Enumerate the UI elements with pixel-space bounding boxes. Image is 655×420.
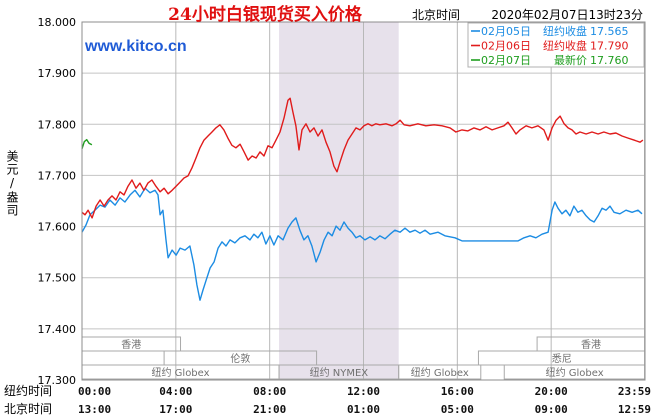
x-tick-label-ny: 16:00: [441, 385, 474, 398]
y-axis-ticks: 18.000 17.900 17.800 17.700 17.600 17.500 17.4…: [38, 16, 77, 387]
x-axis-ticks: 00:00 13:00 04:00 17:00 08:00 21:00 12:00 01:00…: [4, 383, 651, 416]
legend-value: 17.565: [590, 25, 629, 38]
legend-date: 02月06日: [481, 40, 531, 53]
header-time-label: 北京时间: [412, 8, 460, 22]
session-label: 纽约 NYMEX: [310, 366, 369, 379]
x-tick-label-ny: 12:00: [347, 385, 380, 398]
legend-value: 17.760: [590, 54, 629, 67]
x-tick-label-beijing: 09:00: [535, 403, 568, 416]
y-tick-label: 17.400: [38, 323, 77, 336]
legend-note: 最新价: [554, 53, 587, 67]
x-axis-row-label: 纽约时间: [4, 383, 52, 398]
header-datetime: 2020年02月07日13时23分: [491, 8, 643, 22]
y-tick-label: 17.700: [38, 169, 77, 182]
legend-date: 02月05日: [481, 25, 531, 38]
x-tick-label-beijing: 21:00: [253, 403, 286, 416]
x-axis-row-label: 北京时间: [4, 402, 52, 416]
legend-date: 02月07日: [481, 54, 531, 67]
series-line-1: [81, 187, 643, 301]
x-tick-label-ny: 04:00: [159, 385, 192, 398]
session-label: 纽约 Globex: [151, 366, 209, 379]
y-tick-label: 17.300: [38, 374, 77, 387]
y-tick-label: 17.500: [38, 272, 77, 285]
legend-note: 纽约收盘: [543, 24, 587, 38]
y-tick-label: 17.900: [38, 67, 77, 80]
session-bar: [398, 364, 482, 380]
session-label: 悉尼: [552, 353, 572, 365]
legend-value: 17.790: [590, 40, 629, 53]
session-label: 香港: [121, 339, 141, 351]
plot-frame: [81, 21, 646, 381]
chart-title: 24小时白银现货买入价格: [168, 4, 363, 25]
x-tick-label-ny: 08:00: [253, 385, 286, 398]
session-label: 纽约 Globex: [411, 366, 469, 379]
y-axis-label: 美元/盎司: [5, 150, 19, 217]
watermark: www.kitco.cn: [84, 38, 187, 55]
y-tick-label: 17.600: [38, 221, 77, 234]
x-tick-label-beijing: 13:00: [78, 403, 111, 416]
legend: 02月05日 纽约收盘 17.565 02月06日 纽约收盘 17.790 02月07日 最新…: [467, 22, 645, 68]
price-series: [81, 97, 644, 301]
x-tick-label-beijing: 05:00: [441, 403, 474, 416]
y-tick-label: 17.800: [38, 118, 77, 131]
y-tick-label: 18.000: [38, 16, 77, 29]
session-label: 伦敦: [230, 352, 250, 365]
x-tick-label-ny: 20:00: [535, 385, 568, 398]
x-tick-label-beijing: 17:00: [159, 403, 192, 416]
x-tick-label-beijing: 01:00: [347, 403, 380, 416]
x-tick-label-beijing: 12:59: [618, 403, 651, 416]
series-line-2: [81, 97, 644, 219]
nymex-shaded-region: [279, 22, 399, 380]
nymex-shade: [279, 22, 399, 380]
legend-note: 纽约收盘: [543, 39, 587, 53]
plot-border: [81, 21, 646, 381]
session-label: 香港: [581, 339, 601, 351]
session-label: 纽约 Globex: [546, 366, 604, 379]
x-tick-label-ny: 23:59: [618, 385, 651, 398]
series-line-3: [81, 138, 93, 150]
x-tick-label-ny: 00:00: [78, 385, 111, 398]
legend-box: [467, 22, 645, 68]
